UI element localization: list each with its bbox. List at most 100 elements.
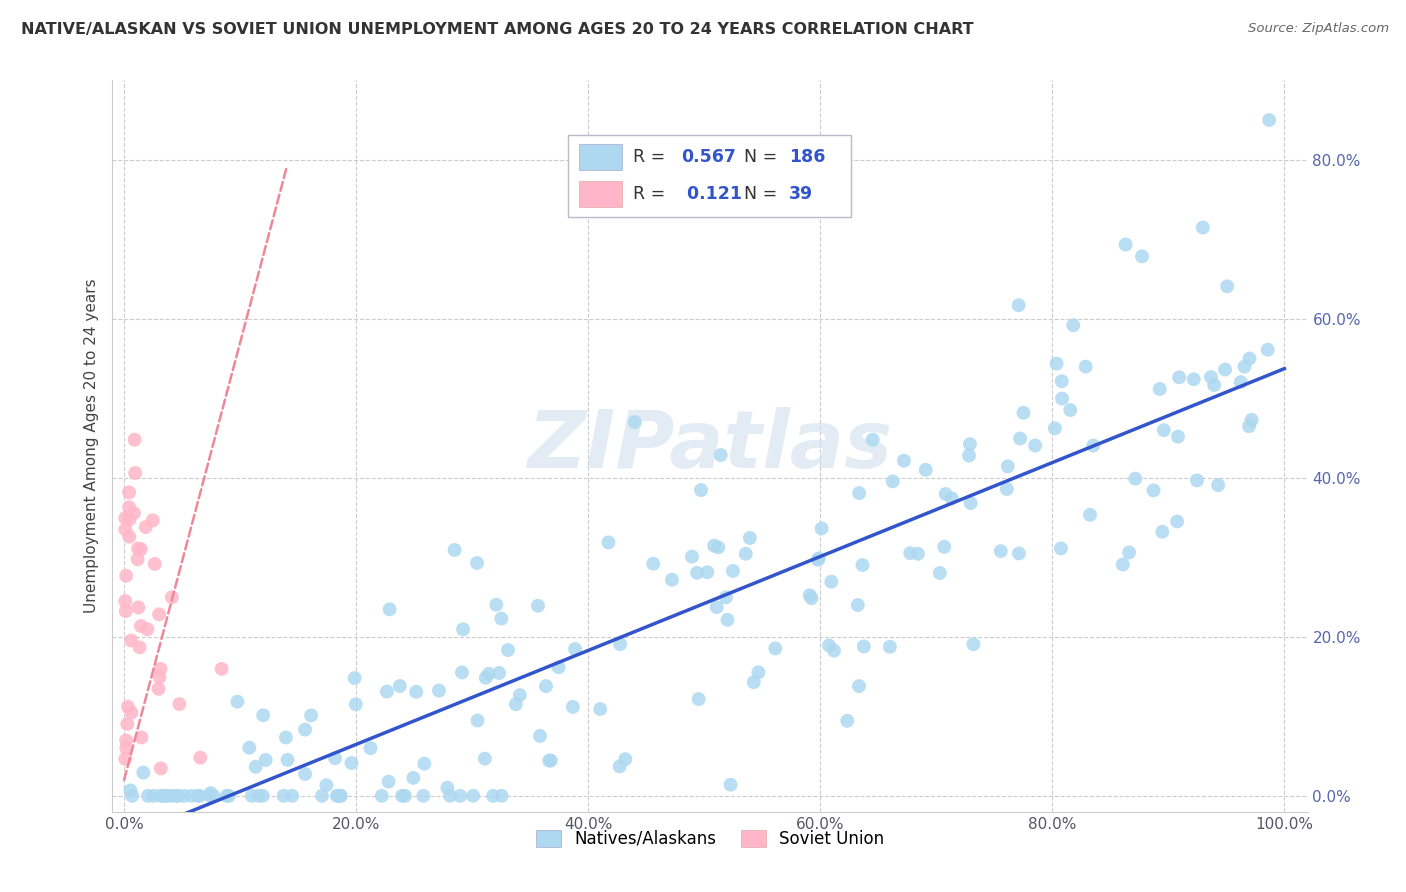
Point: [180, 789, 202, 803]
Point: [848, 679, 870, 693]
Point: [114, 511, 136, 525]
Point: [474, 671, 496, 685]
Point: [127, 541, 149, 556]
Point: [1230, 375, 1253, 389]
Point: [935, 487, 957, 501]
Point: [820, 574, 842, 589]
Point: [315, 778, 337, 792]
Point: [114, 594, 136, 608]
Point: [148, 681, 170, 696]
Point: [467, 714, 489, 728]
Point: [1083, 438, 1105, 452]
Point: [934, 540, 956, 554]
Legend: Natives/Alaskans, Soviet Union: Natives/Alaskans, Soviet Union: [529, 823, 891, 855]
Point: [226, 695, 249, 709]
Point: [120, 783, 142, 797]
Point: [371, 789, 394, 803]
Point: [564, 642, 586, 657]
Point: [614, 752, 637, 766]
Point: [848, 486, 870, 500]
Point: [388, 679, 411, 693]
Point: [505, 697, 527, 711]
FancyBboxPatch shape: [579, 181, 621, 207]
Point: [1012, 406, 1035, 420]
Point: [343, 671, 366, 685]
Y-axis label: Unemployment Among Ages 20 to 24 years: Unemployment Among Ages 20 to 24 years: [83, 278, 98, 614]
Point: [589, 702, 612, 716]
Point: [862, 433, 884, 447]
Point: [1185, 474, 1208, 488]
Point: [377, 774, 399, 789]
Point: [1050, 374, 1073, 388]
Point: [198, 789, 221, 803]
Point: [1168, 370, 1191, 384]
Point: [1062, 318, 1084, 333]
Point: [451, 622, 474, 636]
Point: [681, 549, 703, 564]
Point: [742, 675, 765, 690]
Point: [115, 741, 138, 756]
Point: [340, 756, 363, 770]
Point: [690, 483, 713, 497]
Point: [142, 789, 165, 803]
Text: 186: 186: [789, 148, 825, 166]
Point: [609, 759, 631, 773]
Point: [1149, 382, 1171, 396]
Point: [166, 789, 188, 803]
Point: [143, 557, 166, 571]
Point: [202, 789, 225, 803]
Point: [142, 513, 165, 527]
Text: R =: R =: [633, 148, 671, 166]
Point: [153, 789, 176, 803]
Point: [252, 789, 274, 803]
Point: [800, 591, 823, 606]
Point: [1237, 419, 1260, 434]
Point: [799, 588, 821, 602]
Point: [129, 619, 152, 633]
Point: [129, 542, 152, 557]
Point: [238, 740, 260, 755]
Point: [135, 520, 157, 534]
Point: [879, 640, 901, 654]
Point: [1123, 472, 1146, 486]
Point: [686, 566, 709, 580]
Point: [485, 598, 508, 612]
Point: [211, 662, 233, 676]
Point: [707, 541, 730, 555]
Point: [1142, 483, 1164, 498]
Point: [117, 717, 139, 731]
Point: [299, 708, 322, 723]
Point: [807, 551, 830, 566]
Point: [720, 778, 742, 792]
Point: [169, 697, 191, 711]
Point: [907, 547, 929, 561]
FancyBboxPatch shape: [579, 144, 621, 170]
Point: [240, 789, 263, 803]
Point: [1152, 524, 1174, 539]
Point: [122, 506, 145, 520]
Point: [465, 556, 488, 570]
Point: [252, 708, 274, 723]
Point: [323, 751, 346, 765]
Point: [547, 660, 569, 674]
Point: [359, 741, 381, 756]
Point: [1257, 343, 1279, 357]
Point: [478, 666, 501, 681]
Point: [149, 662, 172, 676]
Point: [1059, 403, 1081, 417]
Point: [439, 789, 461, 803]
Point: [959, 496, 981, 510]
Point: [394, 789, 416, 803]
Text: 39: 39: [789, 185, 813, 202]
Point: [329, 789, 352, 803]
Point: [254, 753, 277, 767]
Point: [688, 692, 710, 706]
Point: [294, 767, 316, 781]
Point: [598, 535, 620, 549]
Text: N =: N =: [744, 185, 782, 202]
Point: [995, 482, 1018, 496]
Point: [1167, 430, 1189, 444]
Point: [852, 640, 875, 654]
Point: [149, 789, 172, 803]
Point: [1233, 359, 1256, 374]
